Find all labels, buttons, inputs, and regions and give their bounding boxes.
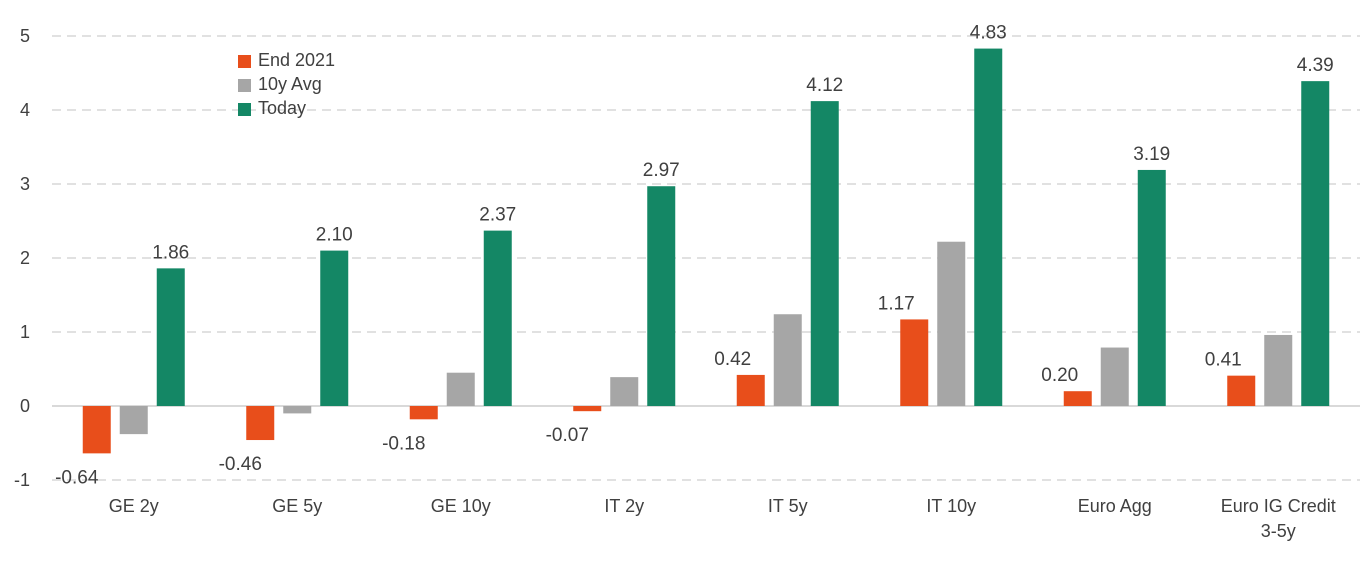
bar-today xyxy=(156,268,185,406)
bar-today xyxy=(1301,81,1330,406)
x-category-label: GE 5y xyxy=(272,496,322,516)
data-label: 0.41 xyxy=(1205,350,1242,371)
bar-today xyxy=(483,230,512,406)
legend-label: End 2021 xyxy=(258,50,335,70)
bar-end-2021 xyxy=(82,406,111,454)
data-label: -0.64 xyxy=(55,467,99,488)
y-tick-label: 4 xyxy=(20,100,30,120)
bar-end-2021 xyxy=(736,374,765,406)
data-label: 0.20 xyxy=(1041,365,1078,386)
legend: End 2021 10y Avg Today xyxy=(238,50,335,118)
x-axis: GE 2y GE 5y GE 10y IT 2y IT 5y IT 10y Euro Agg… xyxy=(109,496,1336,541)
bar-end-2021 xyxy=(409,406,438,420)
data-label: 3.19 xyxy=(1133,144,1170,165)
bar-end-2021 xyxy=(246,406,275,441)
x-category-label: GE 10y xyxy=(431,496,491,516)
x-category-label: Euro Agg xyxy=(1078,496,1152,516)
x-category-label: IT 2y xyxy=(604,496,644,516)
bar-10y-avg xyxy=(610,377,639,406)
bar-today xyxy=(974,48,1003,407)
bar-10y-avg xyxy=(773,314,802,406)
bar-10y-avg xyxy=(446,372,475,406)
bar-end-2021 xyxy=(573,406,602,412)
bar-today xyxy=(647,186,676,406)
y-tick-label: -1 xyxy=(14,470,30,490)
data-label: 1.17 xyxy=(878,293,915,314)
data-label: -0.18 xyxy=(382,433,425,454)
x-category-label: IT 5y xyxy=(768,496,808,516)
bar-end-2021 xyxy=(900,319,929,406)
data-label: -0.46 xyxy=(219,454,262,475)
bar-end-2021 xyxy=(1227,375,1256,406)
data-label: 4.39 xyxy=(1297,55,1334,76)
y-tick-label: 1 xyxy=(20,322,30,342)
x-category-label: GE 2y xyxy=(109,496,159,516)
data-label: 4.83 xyxy=(970,23,1007,44)
y-tick-label: 2 xyxy=(20,248,30,268)
data-label: -0.07 xyxy=(546,425,589,446)
bar-10y-avg xyxy=(937,241,966,406)
data-labels: -0.64 -0.46 -0.18 -0.07 0.42 1.17 0.20 0.41 1.86… xyxy=(55,23,1334,489)
data-label: 0.42 xyxy=(714,349,751,370)
data-label: 2.37 xyxy=(479,205,516,226)
bar-today xyxy=(1137,169,1166,406)
data-label: 1.86 xyxy=(152,242,189,263)
data-label: 2.10 xyxy=(316,225,353,246)
bar-end-2021 xyxy=(1063,391,1092,406)
y-tick-label: 5 xyxy=(20,26,30,46)
bar-today xyxy=(320,250,349,406)
x-category-label: Euro IG Credit xyxy=(1221,496,1336,516)
x-category-label: 3-5y xyxy=(1261,521,1296,541)
bar-10y-avg xyxy=(283,406,312,414)
legend-label: Today xyxy=(258,98,306,118)
legend-swatch xyxy=(238,55,251,68)
x-category-label: IT 10y xyxy=(926,496,976,516)
bars xyxy=(82,48,1330,454)
bar-10y-avg xyxy=(1264,334,1293,406)
data-label: 2.97 xyxy=(643,160,680,181)
y-tick-label: 0 xyxy=(20,396,30,416)
legend-swatch xyxy=(238,103,251,116)
bar-10y-avg xyxy=(119,406,148,435)
legend-label: 10y Avg xyxy=(258,74,322,94)
data-label: 4.12 xyxy=(806,75,843,96)
legend-swatch xyxy=(238,79,251,92)
bar-today xyxy=(810,101,839,407)
y-tick-label: 3 xyxy=(20,174,30,194)
y-axis: -1 0 1 2 3 4 5 xyxy=(14,26,30,490)
bar-10y-avg xyxy=(1100,347,1129,406)
